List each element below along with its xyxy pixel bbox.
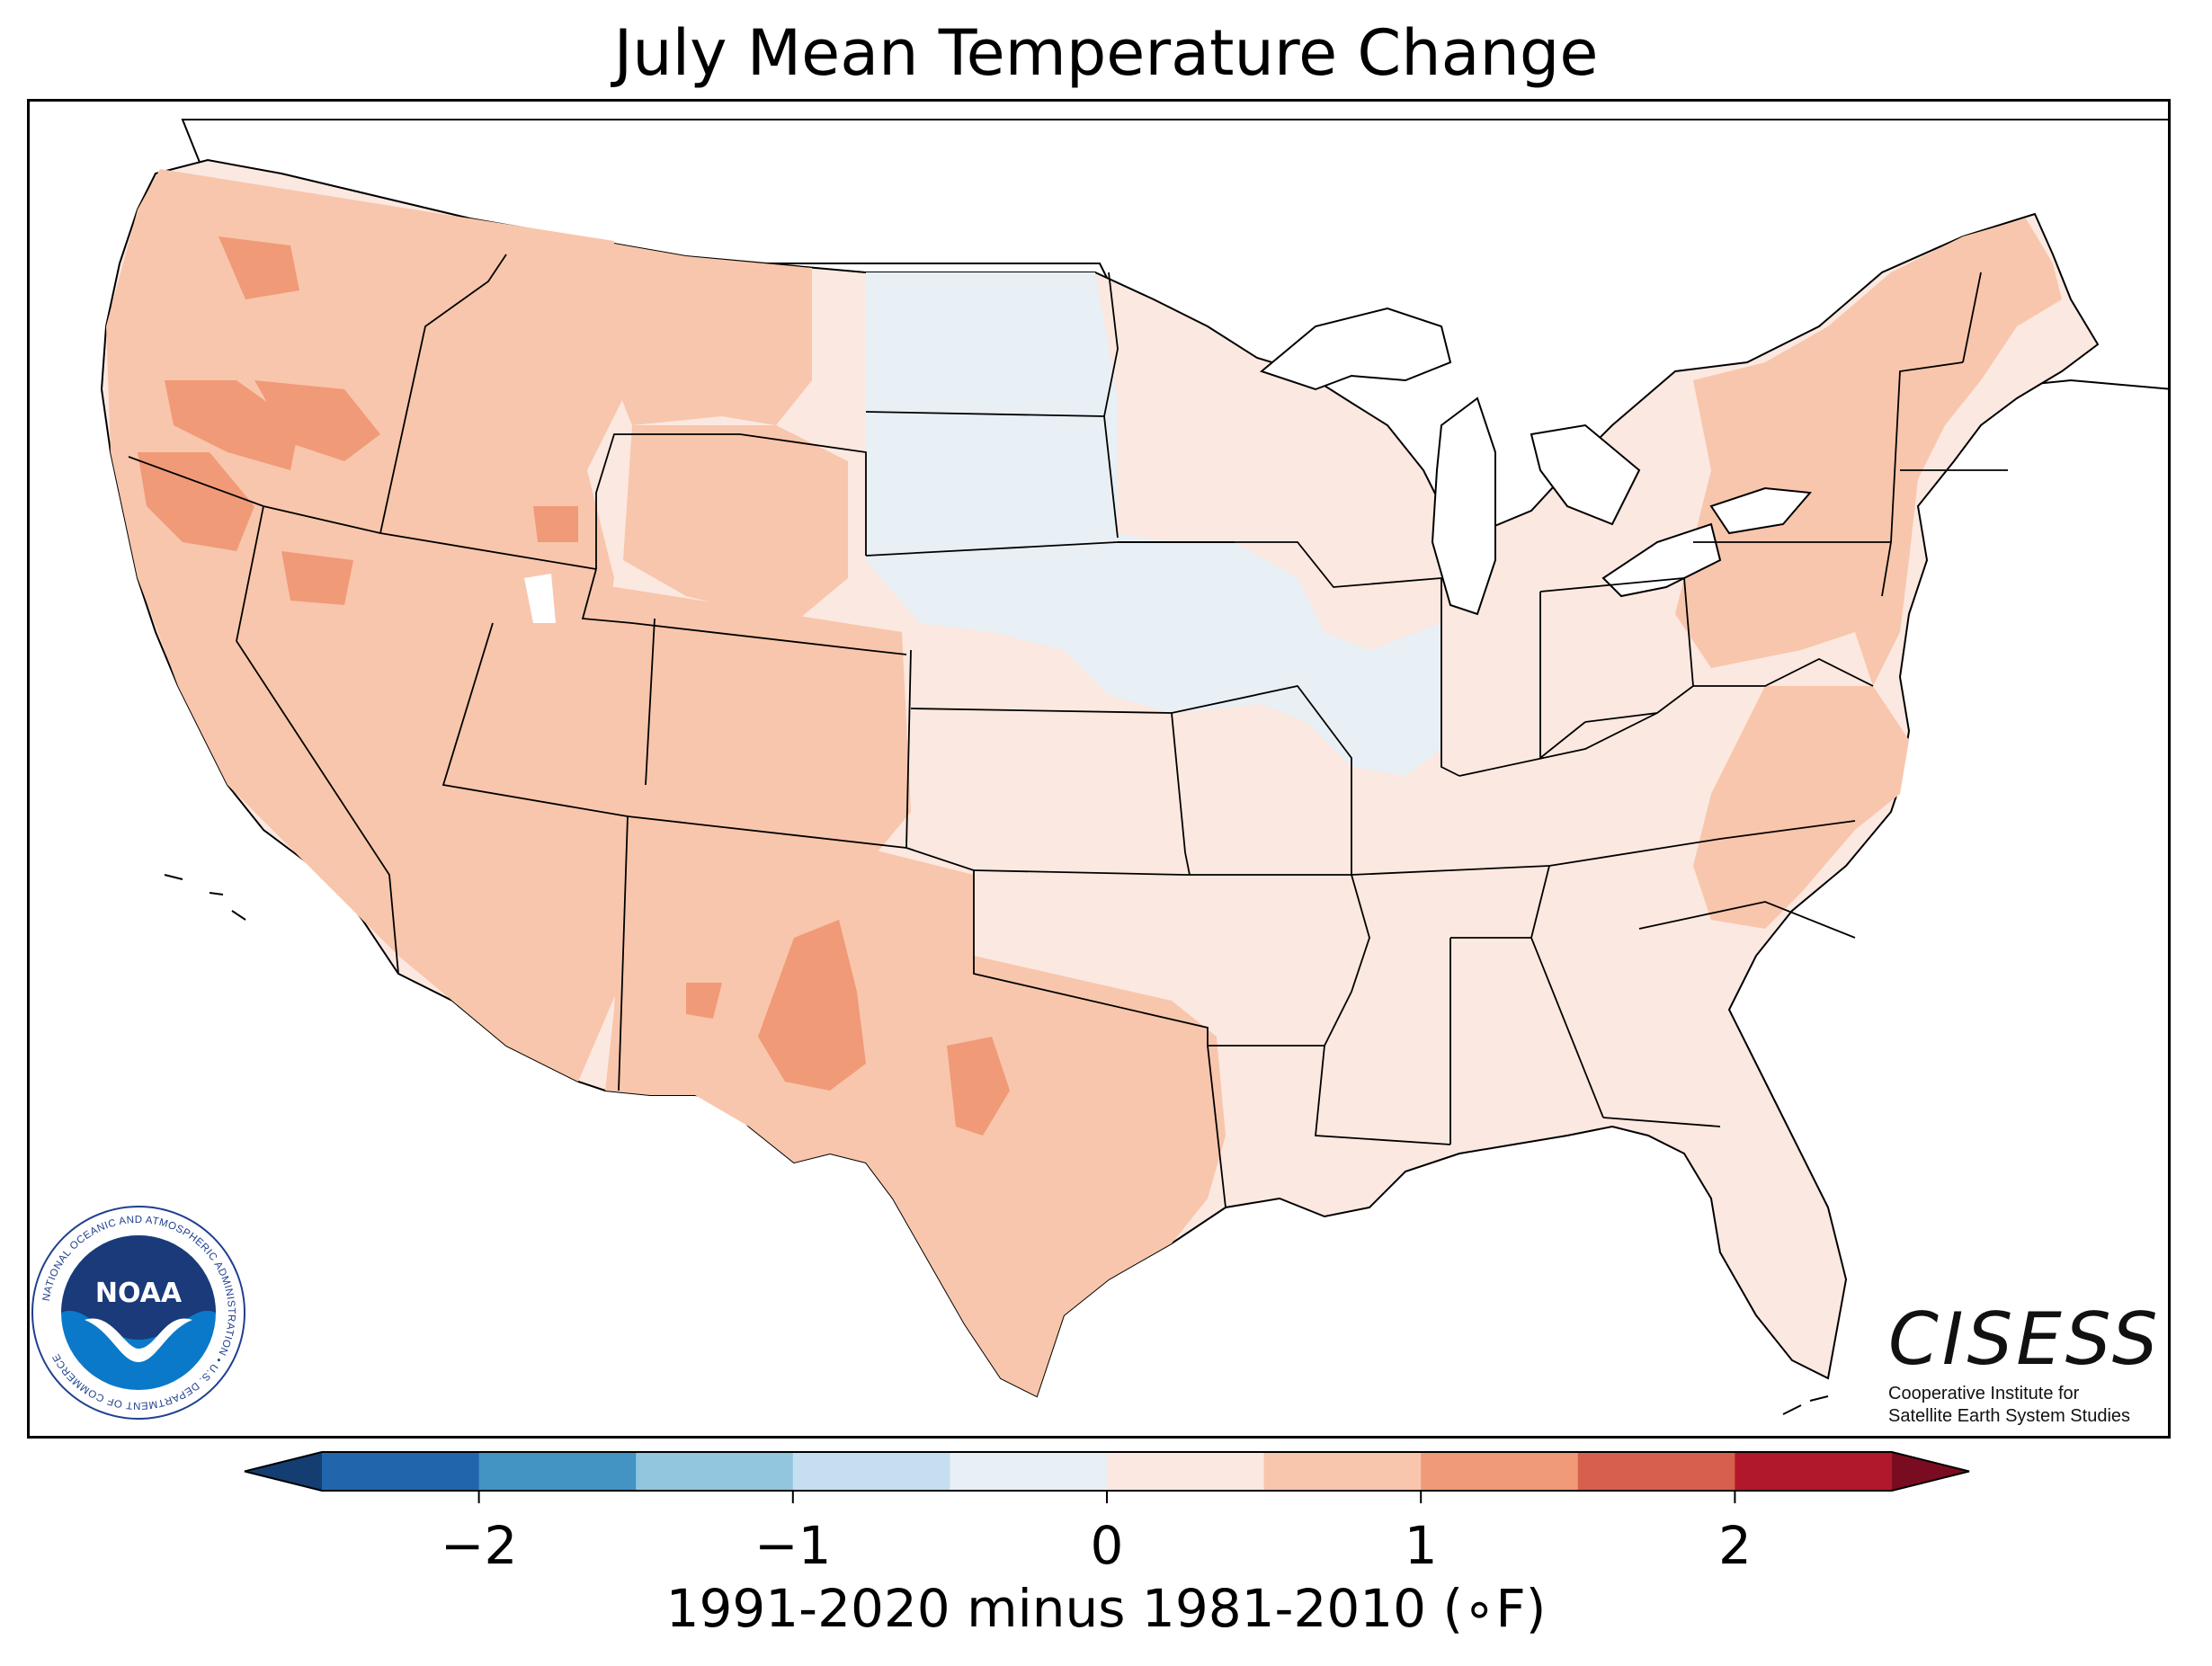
map-title: July Mean Temperature Change xyxy=(613,16,1599,90)
noaa-logo: NATIONAL OCEANIC AND ATMOSPHERIC ADMINIS… xyxy=(31,1206,245,1420)
cisess-subtitle-line1: Cooperative Institute for xyxy=(1888,1384,2080,1403)
colorbar-tick-label: 1 xyxy=(1404,1515,1438,1576)
cisess-logo: CISESS Cooperative Institute for Satelli… xyxy=(1888,1304,2162,1428)
temperature-change-map xyxy=(100,119,2168,1415)
cisess-wordmark: CISESS xyxy=(1888,1297,2162,1381)
colorbar-tick-label: −1 xyxy=(754,1515,832,1576)
colorbar-segment xyxy=(1735,1452,1893,1491)
colorbar-outline xyxy=(244,1451,1970,1492)
state-borders xyxy=(128,254,2008,1208)
colorbar-label: 1991-2020 minus 1981-2010 (∘F) xyxy=(665,1578,1547,1639)
colorbar-segment xyxy=(636,1452,794,1491)
svg-text:NOAA: NOAA xyxy=(95,1278,183,1309)
anomaly-patches xyxy=(106,169,2062,1396)
colorbar-over-arrow xyxy=(1892,1452,1969,1491)
colorbar-segment xyxy=(950,1452,1108,1491)
colorbar-under-arrow xyxy=(245,1452,322,1491)
colorbar-segment xyxy=(1577,1452,1735,1491)
colorbar-segment xyxy=(792,1452,950,1491)
cisess-subtitle-line2: Satellite Earth System Studies xyxy=(1888,1406,2131,1426)
colorbar-segment xyxy=(1107,1452,1265,1491)
great-lakes xyxy=(1259,307,1813,616)
colorbar-segment xyxy=(322,1452,480,1491)
island-outlines xyxy=(164,874,1829,1415)
colorbar-segment xyxy=(1263,1452,1422,1491)
colorbar-tick-label: −2 xyxy=(440,1515,518,1576)
map-frame xyxy=(27,99,2171,1439)
colorbar-segment xyxy=(478,1452,637,1491)
cisess-subtitle: Cooperative Institute for Satellite Eart… xyxy=(1888,1383,2162,1428)
colorbar-tick-label: 0 xyxy=(1090,1515,1124,1576)
colorbar-segment xyxy=(1421,1452,1579,1491)
colorbar-tick-label: 2 xyxy=(1717,1515,1752,1576)
